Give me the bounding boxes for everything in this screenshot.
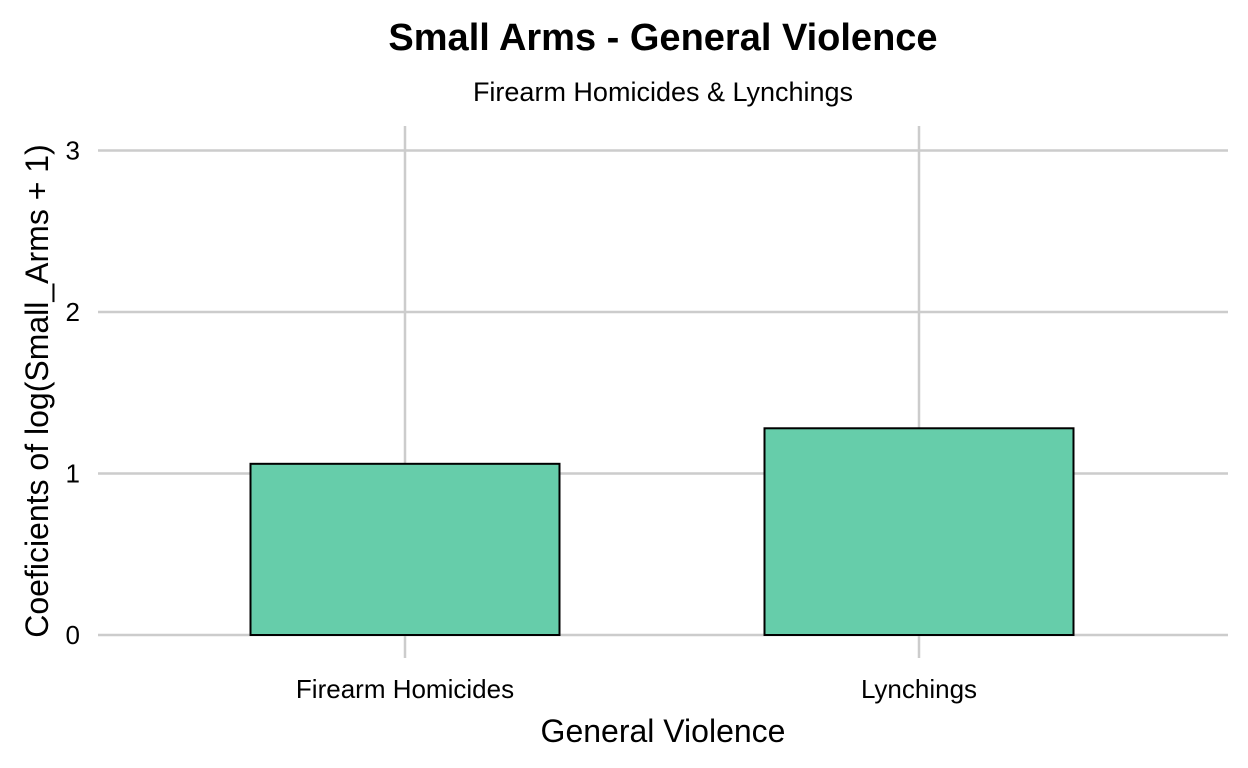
y-tick-label: 3 <box>66 136 80 166</box>
chart-title: Small Arms - General Violence <box>388 17 937 59</box>
x-axis-title: General Violence <box>541 713 786 749</box>
y-tick-label: 1 <box>66 459 80 489</box>
y-axis-title: Coeficients of log(Small_Arms + 1) <box>19 144 55 638</box>
chart-subtitle: Firearm Homicides & Lynchings <box>473 77 853 107</box>
y-tick-label: 2 <box>66 297 80 327</box>
bar <box>763 427 1075 636</box>
bar <box>249 462 561 636</box>
x-tick-label: Lynchings <box>861 674 977 704</box>
bars <box>249 427 1075 636</box>
tick-labels: 0 1 2 3 Firearm Homicides Lynchings <box>66 136 978 705</box>
x-tick-label: Firearm Homicides <box>296 674 514 704</box>
y-tick-label: 0 <box>66 620 80 650</box>
